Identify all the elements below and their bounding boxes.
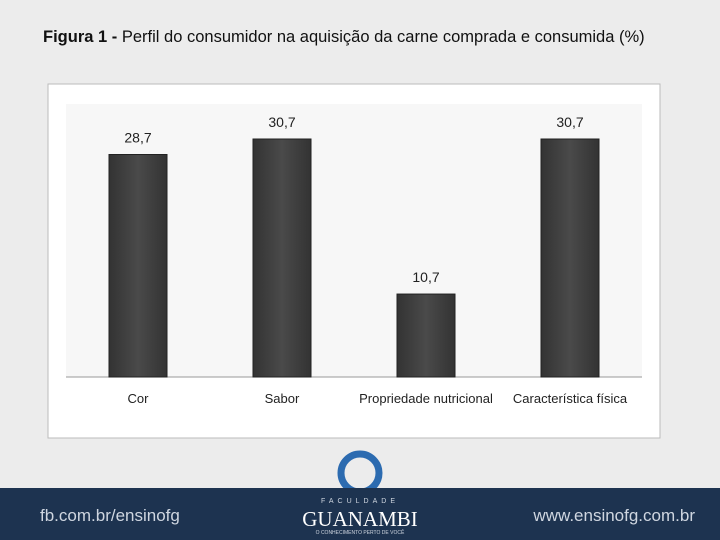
bar — [252, 138, 312, 378]
title-text: Perfil do consumidor na aquisição da car… — [121, 28, 645, 46]
value-label: 30,7 — [268, 114, 295, 130]
footer-left: fb.com.br/ensinofg — [40, 506, 180, 525]
title: Figura 1 - Perfil do consumidor na aquis… — [43, 26, 671, 48]
x-tick-label: Cor — [127, 391, 149, 406]
x-tick-label: Característica física — [512, 391, 628, 406]
footer: fb.com.br/ensinofg FACULDADE GUANAMBI O … — [0, 488, 720, 540]
title-label: Figura 1 - — [43, 28, 118, 46]
value-label: 30,7 — [556, 114, 583, 130]
value-label: 28,7 — [124, 130, 151, 146]
x-tick-label: Sabor — [264, 391, 300, 406]
bar — [540, 138, 600, 378]
bar — [396, 293, 456, 378]
logo-tagline: O CONHECIMENTO PERTO DE VOCÊ — [315, 530, 405, 536]
logo-ring — [337, 450, 383, 496]
x-tick-label: Propriedade nutricional — [359, 391, 493, 406]
footer-right: www.ensinofg.com.br — [533, 506, 695, 525]
logo-top: FACULDADE — [320, 498, 399, 505]
bar — [108, 154, 168, 378]
logo-name: GUANAMBI — [302, 507, 418, 531]
value-label: 10,7 — [412, 269, 439, 285]
